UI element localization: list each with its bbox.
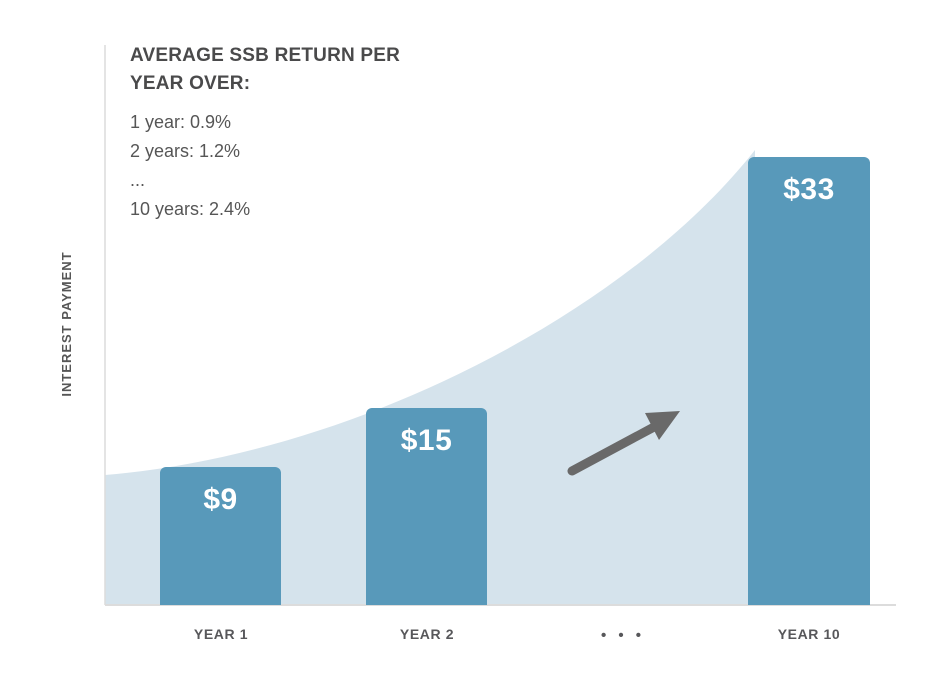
note-1-year: 1 year: 0.9%: [130, 112, 232, 132]
bar-value-year-2: $15: [400, 424, 453, 457]
bar-year-10: $33: [748, 157, 870, 605]
y-axis-label: INTEREST PAYMENT: [59, 251, 74, 397]
bar-value-year-1: $9: [203, 483, 238, 516]
note-ellipsis: ...: [130, 170, 146, 190]
trend-arrow-icon: [567, 411, 680, 476]
chart-title-line-1: AVERAGE SSB RETURN PER: [130, 45, 401, 66]
note-2-years: 2 years: 1.2%: [130, 141, 241, 161]
bar-value-year-10: $33: [783, 173, 835, 206]
chart-title: AVERAGE SSB RETURN PER YEAR OVER:: [130, 42, 400, 98]
bar-year-2: $15: [366, 408, 487, 605]
bar-year-1: $9: [160, 467, 281, 605]
note-10-years: 10 years: 2.4%: [130, 199, 251, 219]
x-label-year-10: YEAR 10: [777, 626, 841, 642]
x-label-year-2: YEAR 2: [399, 626, 455, 642]
return-rate-notes: 1 year: 0.9% 2 years: 1.2% ... 10 years:…: [130, 108, 250, 224]
x-label-year-1: YEAR 1: [193, 626, 249, 642]
x-label-ellipsis-dots: • • •: [600, 627, 646, 644]
chart-title-line-2: YEAR OVER:: [130, 73, 251, 94]
